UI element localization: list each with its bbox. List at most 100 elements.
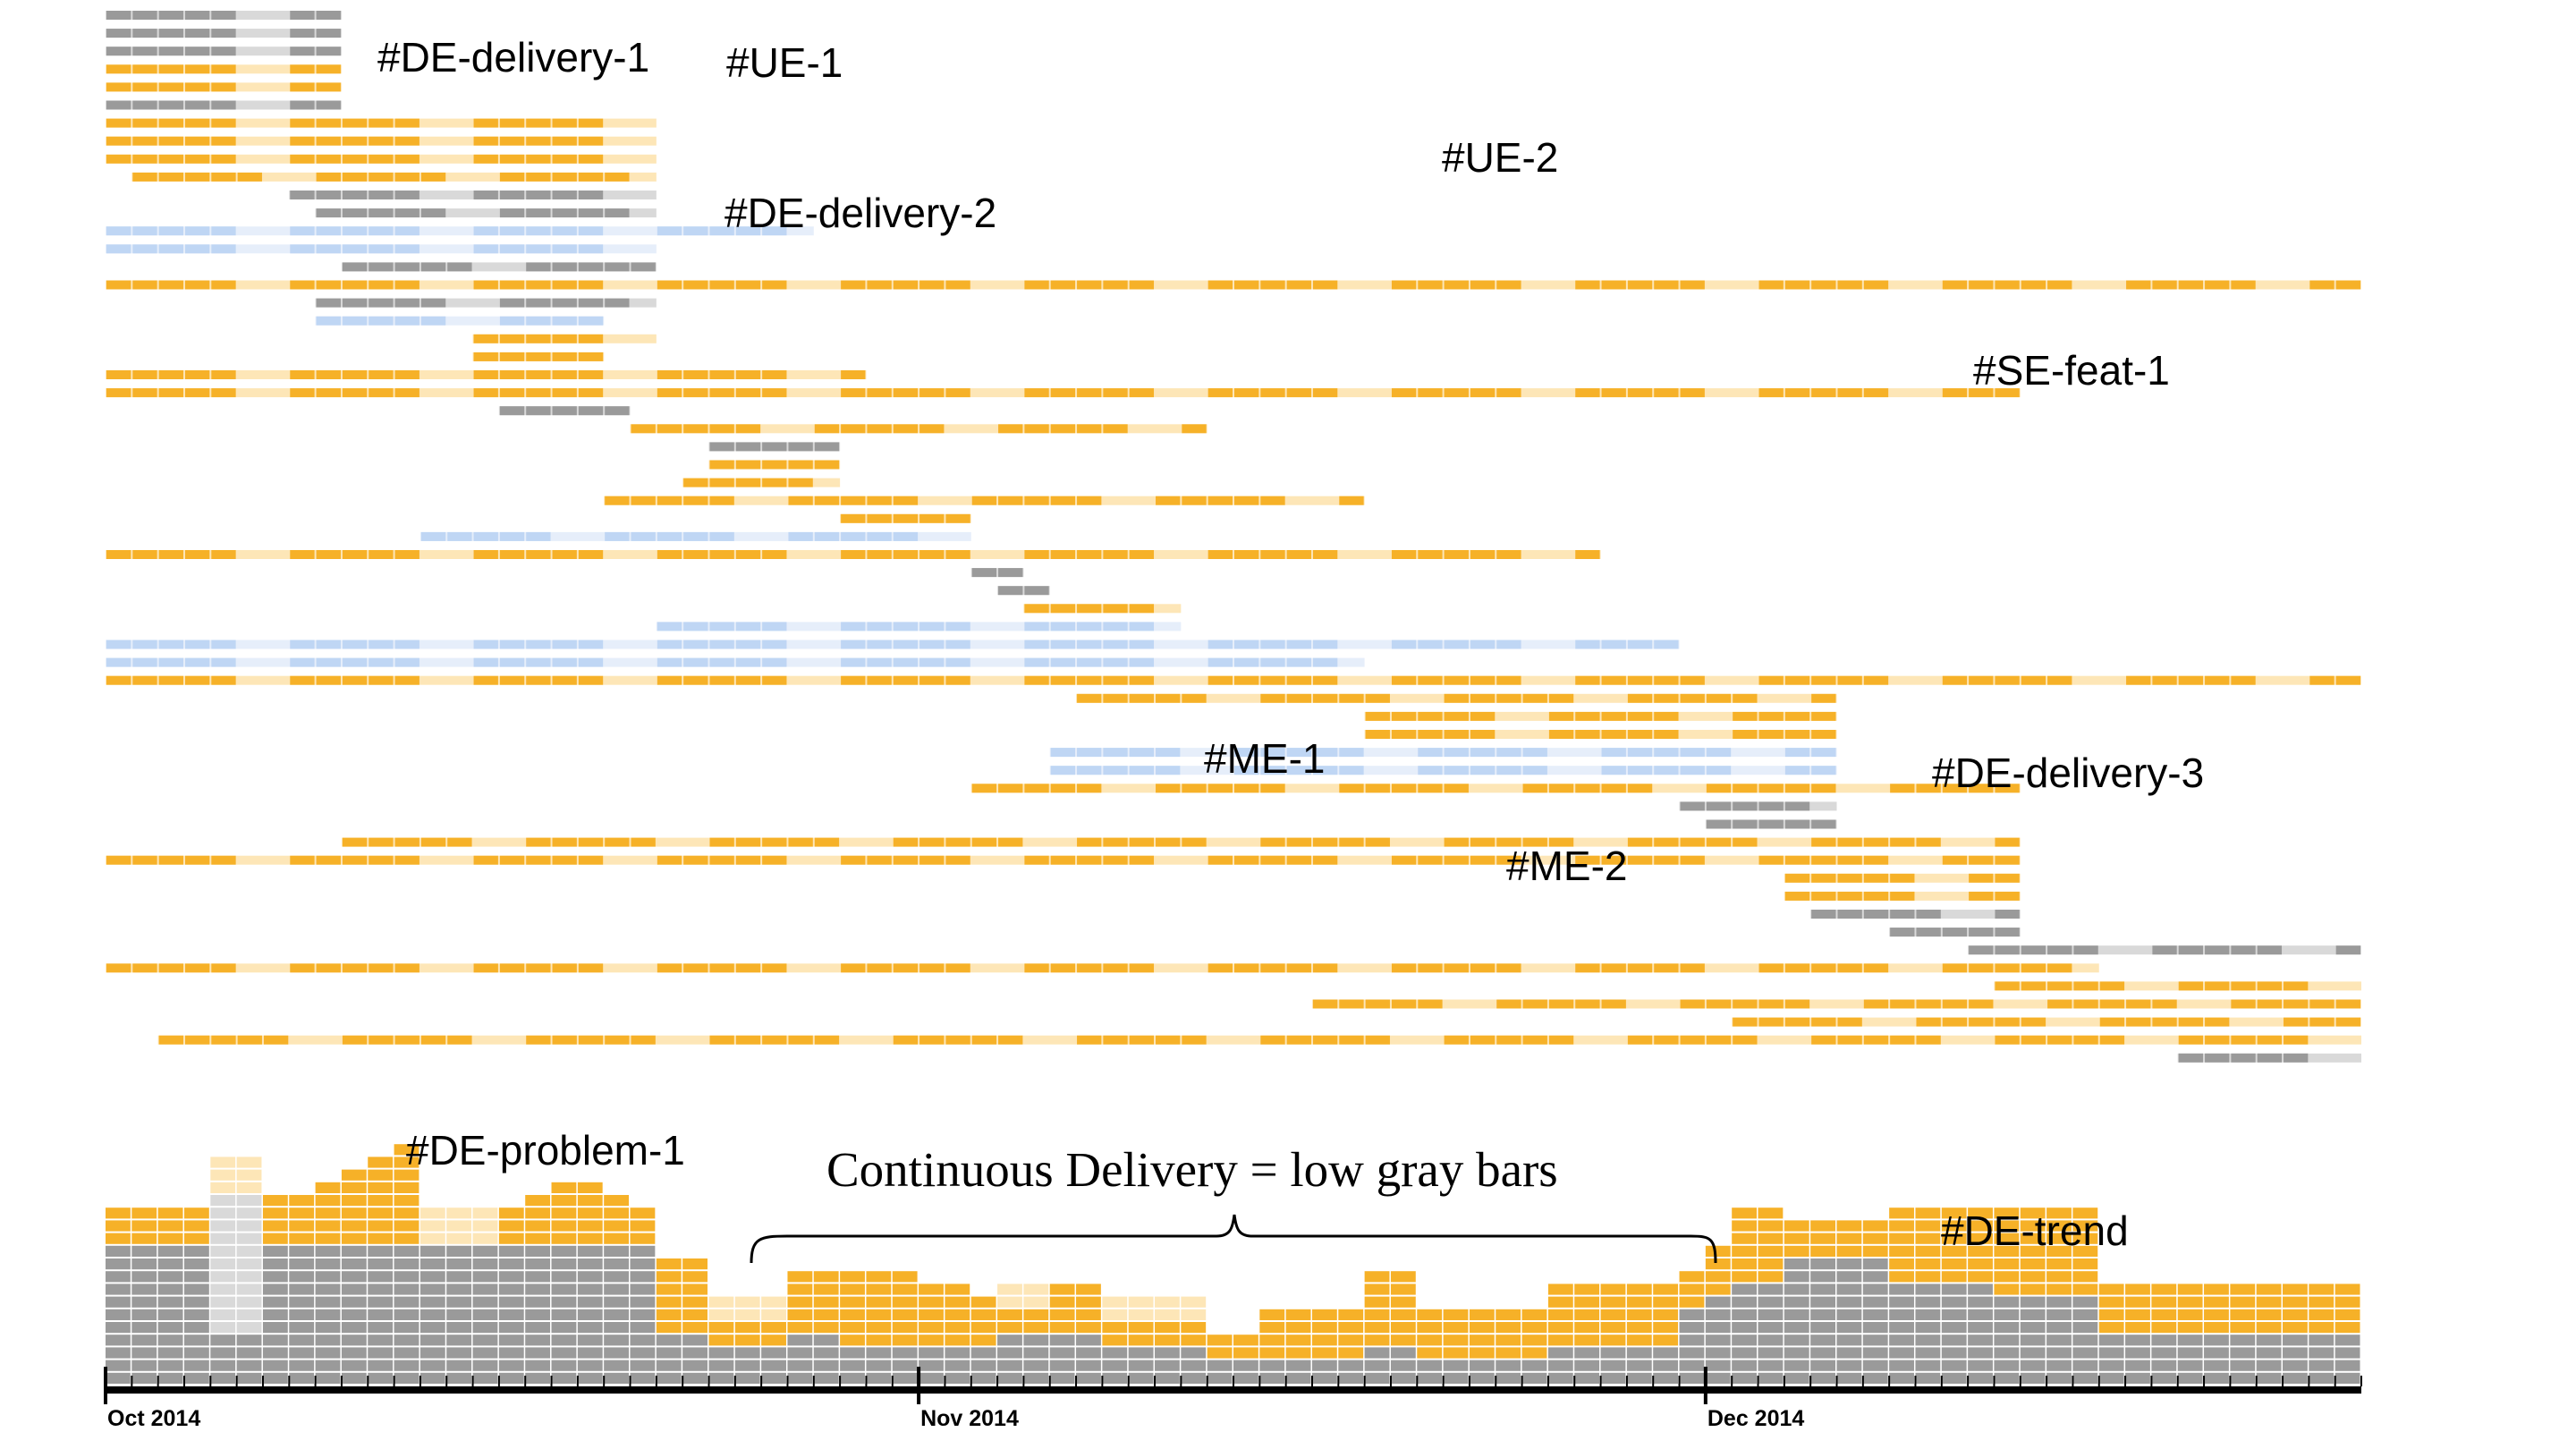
bar-unit (1994, 1208, 2020, 1219)
row-day-block (1365, 730, 1390, 739)
row-day-block (1129, 280, 1155, 290)
row-day-block (1156, 784, 1181, 793)
bar-unit (1653, 1360, 1679, 1371)
row-day-block (1444, 766, 1469, 775)
row-day-block (683, 675, 708, 685)
row-day-block (1077, 784, 1102, 793)
row-day-block (1680, 388, 1705, 398)
bar-unit (1862, 1245, 1888, 1257)
bar-unit (2125, 1284, 2150, 1295)
row-day-block (1024, 280, 1049, 290)
bar-unit (997, 1372, 1022, 1384)
row-day-block (184, 47, 210, 56)
row-day-block (526, 855, 551, 865)
bar-unit (2230, 1372, 2256, 1384)
row-day-block (552, 334, 577, 343)
bar-unit (2046, 1322, 2072, 1334)
row-day-block (420, 837, 446, 847)
bar-unit (2309, 1284, 2334, 1295)
bar-unit (419, 1233, 445, 1244)
row-day-block (2178, 981, 2204, 991)
row-day-block (1811, 1035, 1836, 1045)
bar-unit (1784, 1220, 1809, 1232)
row-day-block (342, 136, 368, 146)
bar-unit (157, 1284, 183, 1295)
bar-unit (446, 1258, 472, 1270)
row-day-block (2152, 280, 2177, 290)
row-day-block (499, 370, 525, 379)
row-day-block (1680, 675, 1705, 685)
bar-unit (577, 1296, 603, 1308)
row-day-block (184, 388, 210, 398)
row-day-block (316, 316, 341, 326)
bar-unit (2098, 1296, 2124, 1308)
row-day-block (1234, 748, 1259, 758)
row-day-block (1103, 766, 1128, 775)
bar-unit (1889, 1372, 1914, 1384)
bar-unit (2151, 1335, 2177, 1346)
row-day-block (1391, 999, 1417, 1009)
row-day-block (211, 550, 236, 559)
row-day-block (1418, 550, 1443, 559)
row-day-block (919, 640, 945, 649)
row-day-block (788, 1035, 813, 1045)
row-day-block (1470, 766, 1496, 775)
bar-unit (131, 1347, 157, 1359)
bar-unit (210, 1335, 236, 1346)
row-day-block (342, 118, 368, 128)
bar-unit (577, 1208, 603, 1219)
row-day-block (578, 136, 604, 146)
row-day-block (369, 154, 394, 164)
row-day-block (526, 550, 551, 559)
row-day-block (1234, 784, 1259, 793)
bar-unit (1679, 1372, 1705, 1384)
bar-unit (341, 1233, 367, 1244)
row-day-block (1050, 496, 1076, 505)
bar-unit (1941, 1245, 1967, 1257)
row-day-block (1024, 388, 1049, 398)
row-day-block (971, 496, 997, 505)
row-day-block (814, 531, 840, 541)
bar-unit (419, 1245, 445, 1257)
bar-unit (970, 1309, 996, 1320)
row-day-block (1391, 675, 1417, 685)
bar-unit (945, 1347, 970, 1359)
bar-unit (1784, 1335, 1809, 1346)
bar-unit (2283, 1347, 2308, 1359)
row-day-block (1522, 766, 1547, 775)
row-day-block (342, 837, 368, 847)
bar-unit (577, 1322, 603, 1334)
bar-unit (2020, 1372, 2046, 1384)
bar-unit (630, 1347, 656, 1359)
row-day-block (657, 226, 682, 236)
bar-unit (289, 1271, 315, 1283)
row-day-block (998, 568, 1023, 578)
bar-unit (1364, 1271, 1390, 1283)
bar-unit (2125, 1372, 2150, 1384)
bar-unit (1259, 1372, 1285, 1384)
row-day-block (1182, 424, 1207, 434)
bar-unit (866, 1296, 892, 1308)
row-day-block (578, 370, 604, 379)
row-day-block (762, 460, 787, 470)
row-day-block (1916, 999, 1941, 1009)
bar-unit (1915, 1258, 1941, 1270)
bar-unit (1915, 1296, 1941, 1308)
bar-unit (1417, 1335, 1443, 1346)
row-day-block (893, 640, 919, 649)
row-day-block (1890, 999, 1915, 1009)
row-day-block (1077, 388, 1102, 398)
bar-unit (341, 1169, 367, 1181)
row-day-block (184, 29, 210, 38)
bar-unit (604, 1360, 630, 1371)
row-day-block (447, 837, 472, 847)
row-day-block (814, 424, 840, 434)
bar-unit (2283, 1284, 2308, 1295)
bar-unit (419, 1271, 445, 1283)
row-day-block (1784, 819, 1810, 829)
row-day-block (1077, 963, 1102, 973)
row-segment-bg (106, 280, 2361, 290)
row-day-block (762, 550, 787, 559)
row-day-block (2099, 981, 2125, 991)
bar-unit (2177, 1322, 2203, 1334)
